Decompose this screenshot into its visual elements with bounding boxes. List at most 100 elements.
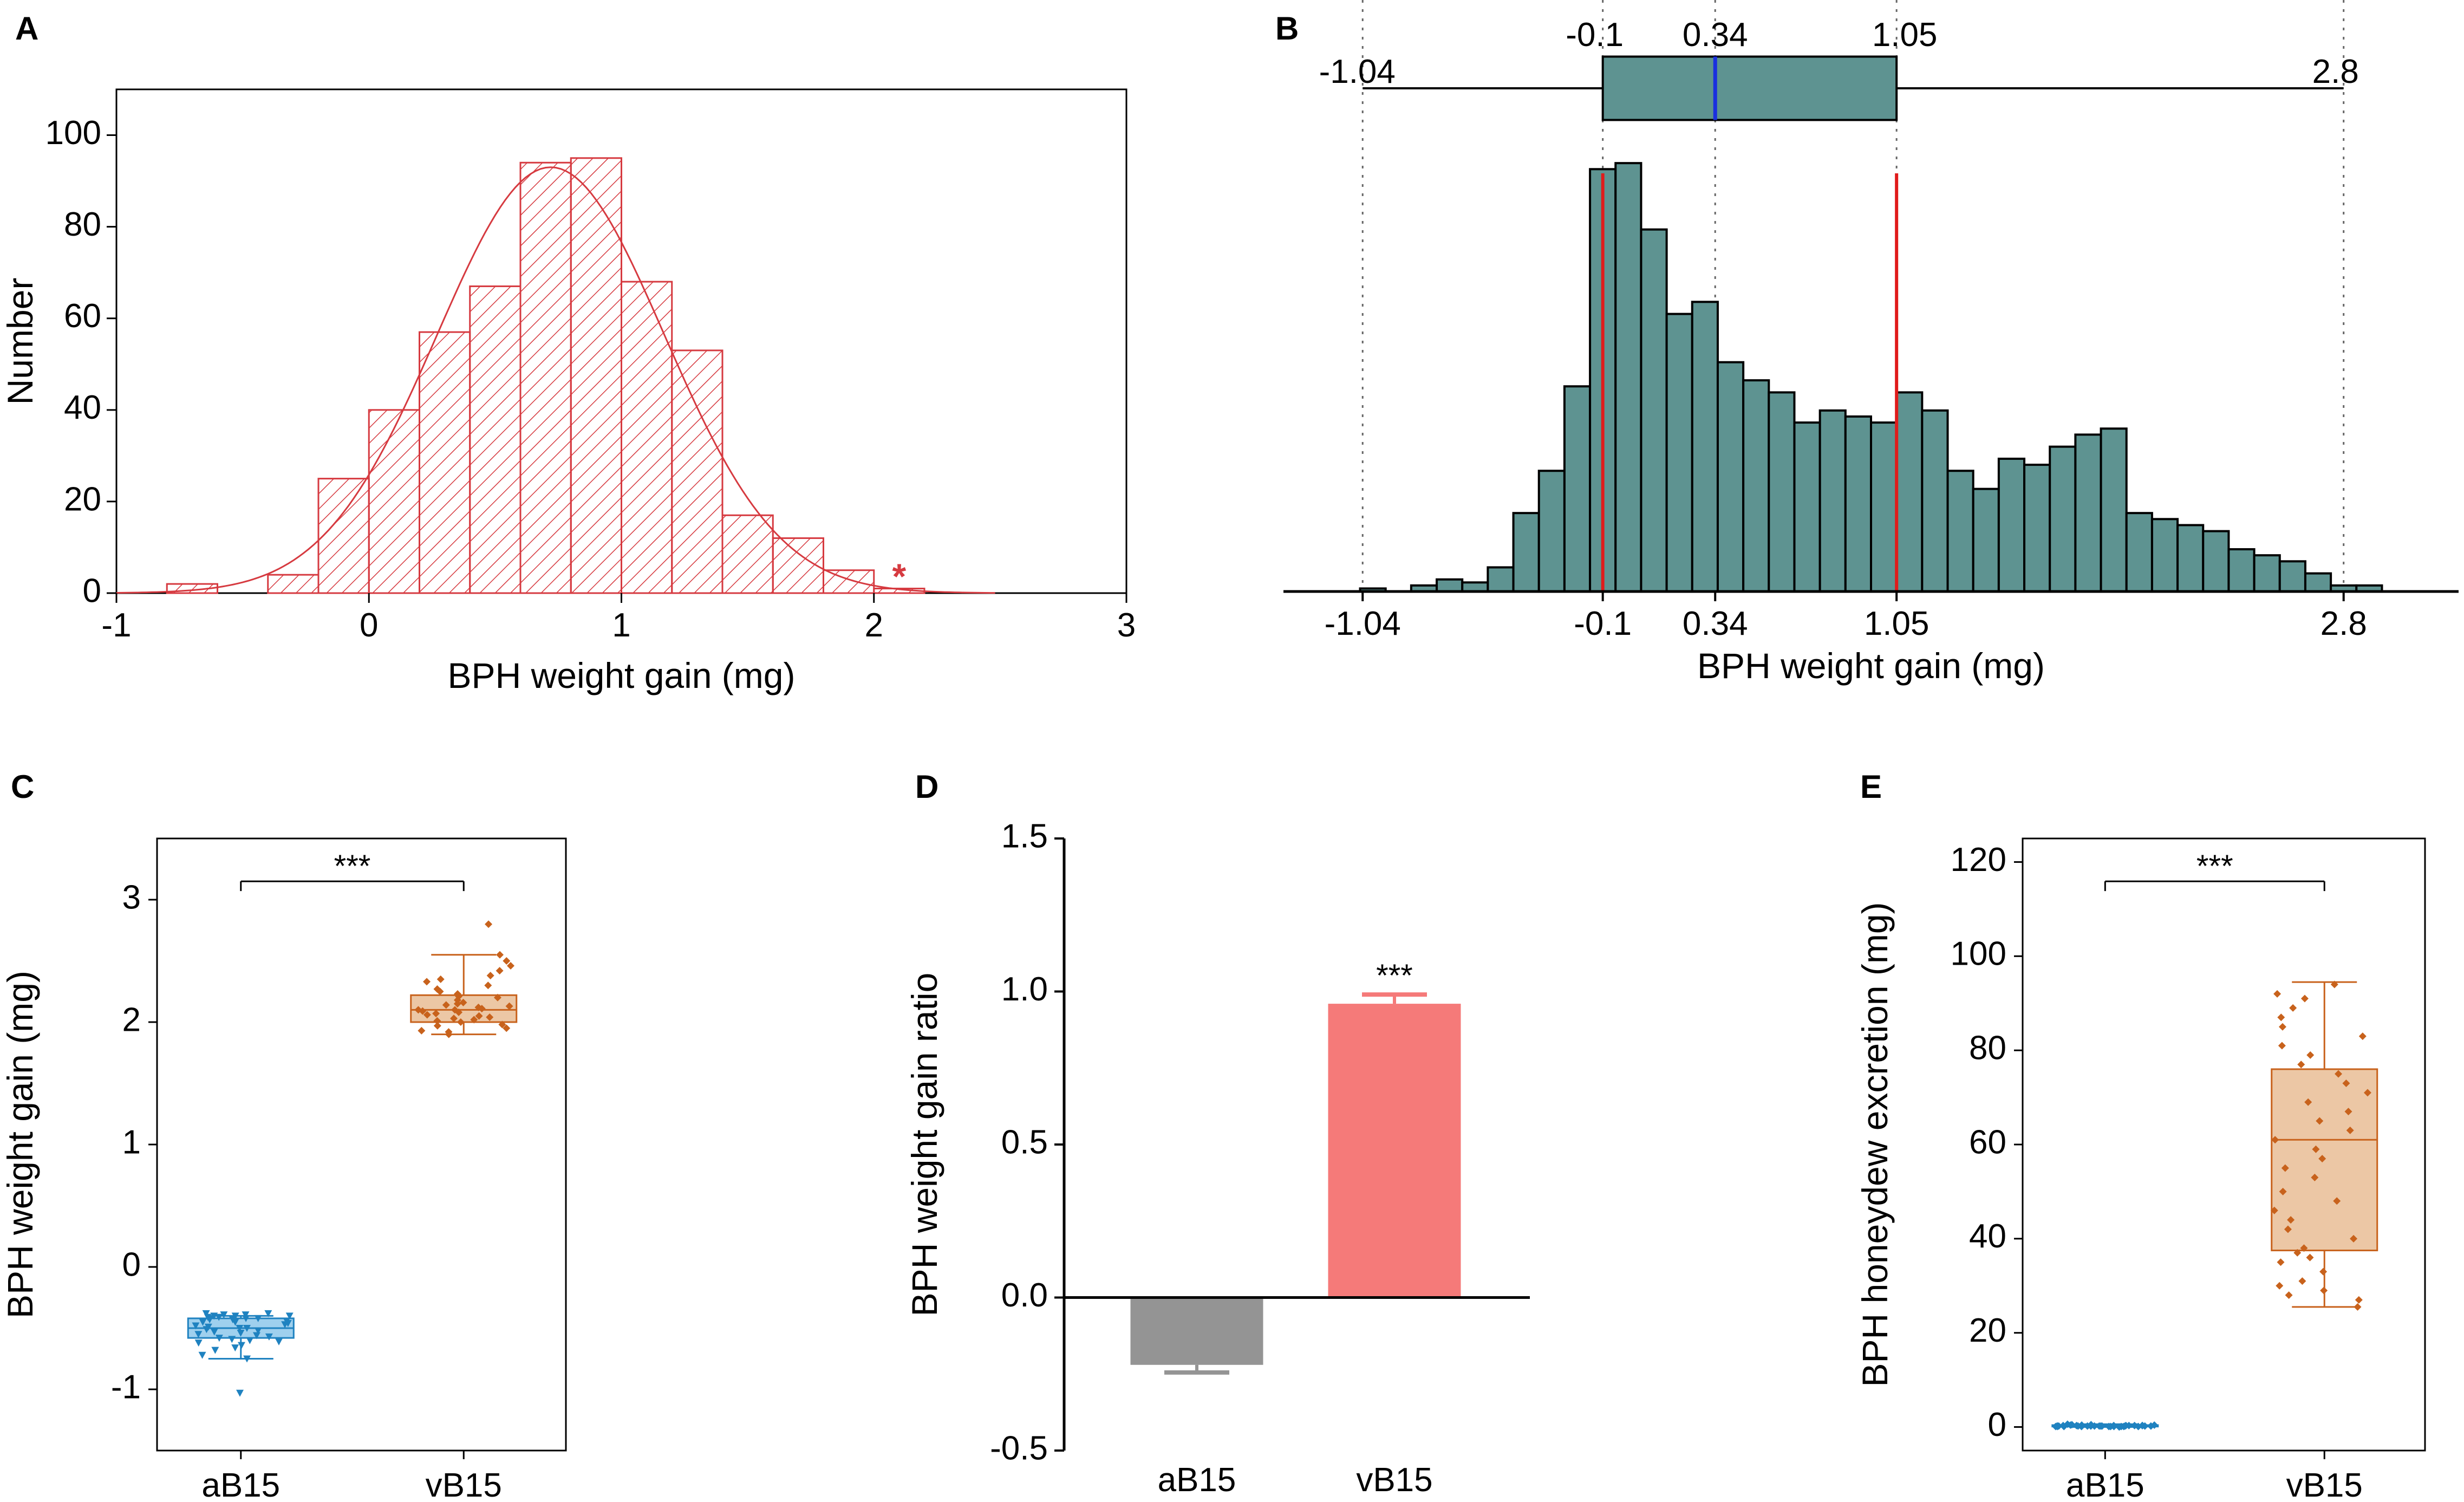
x-tick-label: -0.1	[1574, 605, 1632, 642]
data-point	[451, 1006, 459, 1014]
data-point	[2117, 1422, 2126, 1431]
histogram-bar	[267, 574, 320, 594]
data-point	[423, 1011, 431, 1019]
data-point	[254, 1327, 262, 1335]
data-point	[2330, 980, 2338, 989]
y-tick-label: -0.5	[990, 1429, 1048, 1467]
y-tick-label: -1	[111, 1368, 141, 1406]
histogram-bar	[2049, 445, 2077, 593]
data-point	[236, 1325, 244, 1332]
data-point	[194, 1331, 203, 1338]
histogram-bar	[823, 569, 875, 594]
data-point	[242, 1315, 250, 1322]
histogram-bar	[1818, 409, 1847, 593]
data-point	[2297, 1061, 2305, 1069]
data-point	[459, 998, 467, 1006]
data-point	[254, 1315, 262, 1322]
data-point	[2333, 1197, 2341, 1205]
data-point	[2311, 1173, 2319, 1181]
data-point	[2335, 1070, 2343, 1078]
x-tick-label: -1.04	[1325, 605, 1401, 642]
histogram-bar	[2074, 433, 2102, 593]
y-tick-label: 0	[83, 572, 101, 609]
histogram-bar	[1997, 457, 2026, 593]
histogram-bar	[1487, 566, 1515, 593]
histogram-bar	[1640, 228, 1668, 593]
y-axis-label: Number	[0, 278, 40, 405]
data-point	[442, 1001, 450, 1009]
y-tick-label: 20	[1969, 1312, 2006, 1349]
data-point	[2358, 1032, 2367, 1041]
data-point	[236, 1389, 244, 1397]
x-tick-label: 0	[360, 607, 378, 644]
y-tick-label: 100	[45, 114, 101, 152]
data-point	[283, 1317, 291, 1325]
data-point	[493, 993, 501, 1002]
data-point	[2363, 1089, 2371, 1097]
data-point	[2285, 1291, 2293, 1299]
data-point	[2318, 1155, 2326, 1163]
data-point	[199, 1318, 207, 1326]
data-point	[2300, 994, 2309, 1003]
data-point	[2271, 1136, 2279, 1144]
data-point	[243, 1325, 251, 1332]
histogram-bar	[2278, 560, 2306, 593]
data-point	[418, 1026, 426, 1035]
y-tick-label: 1.0	[1001, 971, 1048, 1008]
data-point	[2355, 1296, 2363, 1304]
data-point	[2344, 1108, 2352, 1116]
data-point	[2278, 1023, 2286, 1031]
y-tick-label: 80	[64, 206, 101, 243]
histogram-bar	[2176, 524, 2205, 593]
x-tick-label: vB15	[2286, 1467, 2363, 1502]
data-point	[237, 1330, 245, 1337]
box-median-label: 0.34	[1683, 16, 1748, 54]
data-point	[2312, 1145, 2320, 1153]
data-point	[454, 990, 462, 998]
panel-e-letter: E	[1860, 769, 1882, 805]
histogram-bar	[2202, 530, 2230, 593]
x-tick-label: vB15	[426, 1467, 502, 1502]
data-point	[2068, 1421, 2076, 1429]
x-tick-label: 3	[1117, 607, 1136, 644]
histogram-bar	[2150, 518, 2179, 593]
panel-a-letter: A	[15, 10, 38, 47]
data-point	[198, 1351, 206, 1359]
x-tick-label: 2.8	[2320, 605, 2367, 642]
data-point	[2098, 1422, 2106, 1430]
data-point	[2059, 1421, 2067, 1429]
histogram-bar	[1870, 421, 1898, 593]
y-tick-label: 0	[122, 1246, 141, 1283]
histogram-bar	[1537, 470, 1566, 593]
data-point	[2350, 1234, 2358, 1243]
bar	[1328, 1004, 1461, 1298]
y-tick-label: 60	[64, 297, 101, 335]
histogram-bar	[1793, 421, 1821, 593]
data-point	[246, 1337, 254, 1344]
data-point	[231, 1312, 239, 1320]
histogram-bar	[368, 409, 420, 594]
histogram-bar	[1921, 409, 1949, 593]
data-point	[507, 962, 515, 970]
data-point	[2278, 1042, 2286, 1050]
data-point	[285, 1312, 294, 1320]
data-point	[242, 1311, 250, 1319]
y-tick-label: 40	[64, 389, 101, 426]
data-point	[450, 1015, 458, 1023]
data-point	[2284, 1225, 2292, 1233]
data-point	[486, 972, 494, 980]
histogram-bar	[317, 478, 370, 594]
y-tick-label: 20	[64, 480, 101, 518]
panel-c-letter: C	[11, 769, 34, 805]
histogram-bar	[1512, 512, 1540, 593]
data-point	[2279, 1187, 2287, 1195]
x-tick-label: vB15	[1356, 1461, 1432, 1499]
fit-curve	[116, 166, 995, 594]
data-point	[2306, 1253, 2314, 1262]
data-point	[215, 1335, 223, 1342]
y-tick-label: 1	[122, 1123, 141, 1161]
y-tick-label: 2	[122, 1001, 141, 1038]
